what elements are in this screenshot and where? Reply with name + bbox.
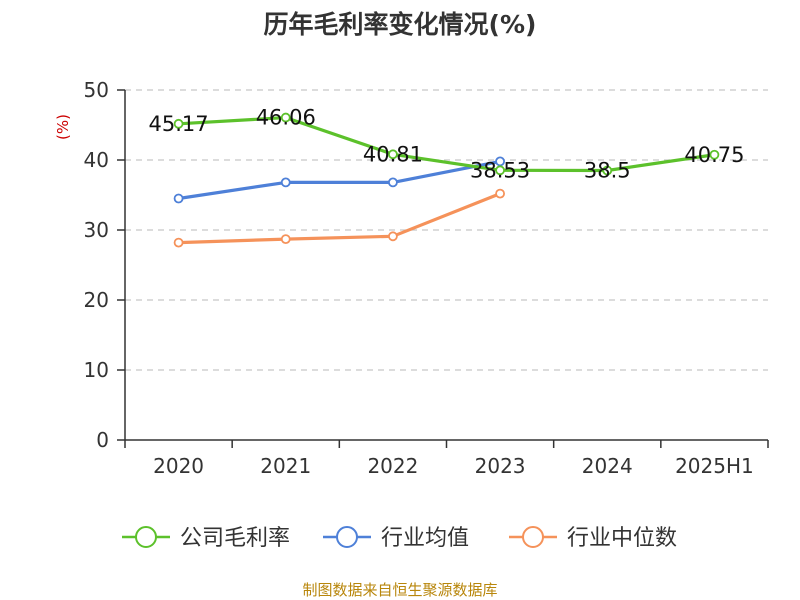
legend-label: 行业中位数 [567,526,677,551]
y-tick-label: 10 [84,358,109,382]
data-point [173,237,184,248]
data-point [602,165,613,176]
legend-marker [135,526,157,548]
x-tick-label: 2020 [153,454,204,478]
series-line [178,115,715,173]
data-label: 46.06 [256,106,316,130]
legend-marker [336,526,358,548]
data-point [280,177,291,188]
x-tick-label: 2025H1 [675,454,754,478]
data-point [388,177,398,188]
data-label: 40.81 [363,142,423,166]
data-point [173,118,184,129]
x-tick-label: 2022 [367,454,418,478]
y-tick-label: 30 [84,218,109,242]
legend: 公司毛利率 行业均值 行业中位数 [122,526,677,551]
data-point [709,149,720,160]
legend-marker [522,526,544,548]
legend-label: 行业均值 [381,526,469,551]
data-point [388,149,398,160]
data-point [173,193,184,204]
x-tick-label: 2021 [260,454,311,478]
data-label: 38.5 [584,159,631,183]
x-tick-label: 2024 [582,454,633,478]
data-point [280,234,291,245]
data-label: 38.53 [470,158,530,182]
series-line [178,159,501,201]
data-point [388,231,398,242]
source-note: 制图数据来自恒生聚源数据库 [302,581,497,599]
x-tick-label: 2023 [475,454,526,478]
data-label: 45.17 [149,112,209,136]
axes: 0 10 20 30 40 50 2020 2021 2022 2023 2024 2025H1 [84,78,769,478]
y-tick-label: 20 [84,288,109,312]
data-labels: 45.17 46.06 40.81 38.53 38.5 40.75 [149,106,745,183]
y-tick-label: 50 [84,78,109,102]
data-point [280,112,291,123]
y-tick-label: 0 [96,428,109,452]
data-point [495,188,505,199]
y-axis-unit-label: (%) [54,114,72,140]
data-point [495,165,505,176]
data-label: 40.75 [684,143,744,167]
grid-lines [125,89,768,371]
series-lines [173,112,720,248]
y-tick-label: 40 [84,148,109,172]
legend-label: 公司毛利率 [180,526,290,551]
series-line [178,192,501,245]
chart-title: 历年毛利率变化情况(%) [264,10,537,39]
